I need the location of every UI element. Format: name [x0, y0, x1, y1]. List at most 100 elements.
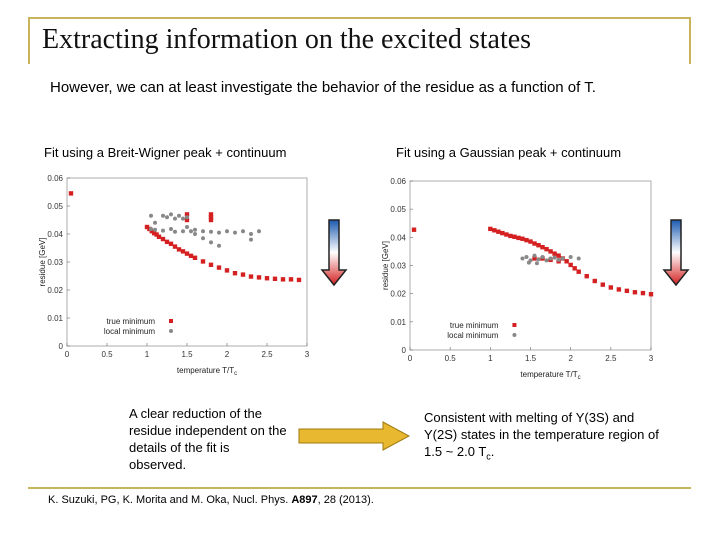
- reference-volume: A897: [291, 494, 318, 506]
- true-minimum-point: [296, 277, 302, 283]
- slide-title: Extracting information on the excited st…: [42, 24, 532, 55]
- true-minimum-point: [524, 237, 529, 243]
- true-minimum-point: [504, 232, 509, 237]
- right-gradient-arrow: [662, 219, 690, 287]
- right-note: Consistent with melting of Υ(3S) and Υ(2…: [424, 409, 664, 466]
- local-minimum-point: [532, 253, 537, 258]
- true-minimum-point: [68, 191, 74, 196]
- true-minimum-point: [172, 244, 178, 249]
- intro-text: However, we can at least investigate the…: [50, 79, 596, 96]
- y-tick-label: 0.06: [390, 177, 406, 186]
- local-minimum-point: [536, 257, 541, 262]
- local-minimum-point: [540, 255, 545, 260]
- true-minimum-point: [520, 236, 525, 241]
- true-minimum-point: [572, 266, 577, 271]
- true-minimum-point: [532, 241, 537, 246]
- x-axis-label: temperature T/Tc: [177, 366, 237, 377]
- left-chart-caption: Fit using a Breit-Wigner peak + continuu…: [44, 145, 287, 160]
- y-axis-label: residue [GeV]: [381, 241, 390, 290]
- true-minimum-point: [224, 268, 230, 273]
- local-minimum-point: [169, 226, 173, 231]
- local-minimum-point: [165, 215, 169, 220]
- frame-right-border: [689, 17, 691, 64]
- x-tick-label: 1.5: [181, 350, 193, 359]
- true-minimum-point: [648, 292, 654, 297]
- true-minimum-point: [552, 251, 557, 256]
- legend-marker: [512, 333, 517, 337]
- local-minimum-point: [161, 228, 165, 233]
- local-minimum-point: [201, 236, 205, 241]
- true-minimum-point: [188, 253, 194, 259]
- legend-label: true minimum: [450, 321, 499, 330]
- true-minimum-point: [156, 234, 162, 239]
- true-minimum-point: [256, 275, 262, 280]
- true-minimum-point: [192, 255, 198, 260]
- plot-area: [66, 177, 308, 347]
- true-minimum-point: [168, 241, 174, 246]
- right-note-subscript: c: [486, 451, 491, 462]
- true-minimum-point: [208, 217, 214, 223]
- local-minimum-point: [173, 216, 177, 221]
- local-minimum-point: [193, 227, 197, 232]
- local-minimum-point: [249, 232, 253, 236]
- local-minimum-point: [217, 230, 221, 235]
- y-tick-label: 0: [402, 346, 407, 355]
- local-minimum-point: [153, 220, 157, 225]
- legend-marker: [512, 323, 517, 327]
- frame-top-border: [28, 17, 691, 19]
- local-minimum-point: [257, 229, 261, 234]
- x-tick-label: 0: [65, 350, 70, 359]
- true-minimum-point: [208, 215, 214, 220]
- true-minimum-point: [592, 278, 597, 284]
- x-tick-label: 1.5: [525, 354, 537, 363]
- local-minimum-point: [520, 256, 525, 261]
- y-tick-label: 0.04: [390, 233, 406, 242]
- yellow-right-arrow: [298, 421, 411, 451]
- true-minimum-point: [584, 274, 589, 279]
- true-minimum-point: [544, 246, 549, 252]
- x-tick-label: 2.5: [605, 354, 617, 363]
- local-minimum-point: [181, 229, 185, 234]
- legend-label: local minimum: [104, 327, 155, 336]
- true-minimum-point: [154, 232, 159, 237]
- true-minimum-point: [548, 249, 553, 254]
- x-axis-label-sub: c: [234, 371, 237, 377]
- true-minimum-point: [528, 239, 533, 244]
- local-minimum-point: [209, 229, 213, 234]
- true-minimum-point: [492, 228, 497, 233]
- true-minimum-point: [160, 236, 166, 242]
- true-minimum-point: [512, 234, 517, 239]
- true-minimum-point: [488, 226, 493, 232]
- true-minimum-point: [616, 287, 622, 292]
- local-minimum-point: [534, 261, 539, 266]
- true-minimum-point: [208, 212, 214, 217]
- local-minimum-point: [173, 229, 177, 234]
- true-minimum-point: [208, 262, 214, 267]
- local-minimum-point: [181, 216, 185, 221]
- y-axis-label: residue [GeV]: [38, 238, 47, 287]
- local-minimum-point: [526, 260, 531, 265]
- true-minimum-point: [516, 235, 521, 241]
- local-minimum-point: [149, 213, 153, 218]
- true-minimum-point: [176, 247, 182, 252]
- x-tick-label: 1: [488, 354, 493, 363]
- local-minimum-point: [560, 256, 565, 261]
- x-tick-label: 3: [305, 350, 310, 359]
- local-minimum-point: [556, 257, 561, 262]
- true-minimum-point: [264, 276, 270, 281]
- true-minimum-point: [640, 290, 646, 296]
- y-tick-label: 0.04: [47, 230, 63, 239]
- local-minimum-point: [177, 213, 181, 218]
- frame-bottom-border: [28, 487, 691, 489]
- reference: K. Suzuki, PG, K. Morita and M. Oka, Nuc…: [48, 494, 374, 506]
- local-minimum-point: [241, 229, 245, 234]
- breit-wigner-chart: 0 0.01 0.02 0.03 0.04 0.05 0.06 0 0.5 1 1.5 2 2.5 3 te…: [38, 174, 310, 377]
- x-tick-label: 1: [145, 350, 150, 359]
- plot-area: [409, 180, 652, 351]
- local-minimum-point: [552, 255, 557, 260]
- y-tick-label: 0.05: [47, 202, 63, 211]
- local-minimum-point: [185, 225, 189, 229]
- x-tick-label: 3: [649, 354, 654, 363]
- y-tick-label: 0.05: [390, 205, 406, 214]
- local-minimum-point: [544, 258, 549, 263]
